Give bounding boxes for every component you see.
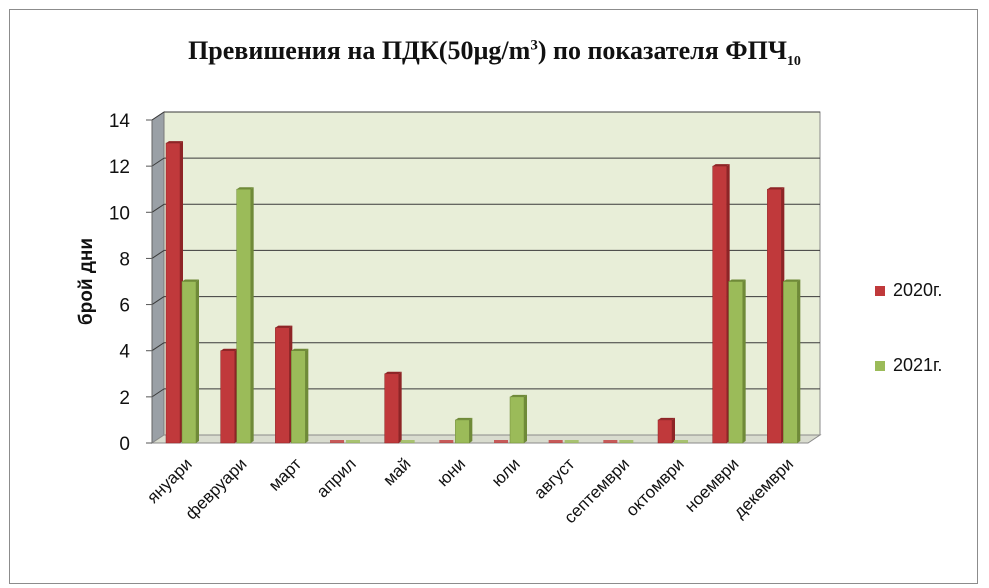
bar-top [510,394,527,397]
bar-2020г.-април [330,440,344,443]
y-tick-label: 10 [109,203,130,224]
bar-2021г.-октомври [674,440,688,443]
bar-top [658,417,675,420]
bar-2020г.-декември [767,188,782,444]
bar-top [166,141,183,144]
y-tick-label: 12 [109,157,130,178]
bar-2021г.-септември [619,440,634,443]
bar-side [524,394,527,443]
bar-side [797,279,801,443]
y-axis-label: брой дни [76,238,97,325]
bar-top [275,325,293,328]
bar-side [305,348,309,443]
y-tick-label: 8 [119,249,130,270]
y-tick-label: 6 [119,296,130,317]
gridline-side [151,111,165,121]
x-tick-label: март [265,454,305,494]
plot-floor [150,434,822,444]
gridline-side [151,203,165,213]
x-tick-label: юли [488,454,524,490]
bar-2021г.-май [400,440,415,443]
legend-swatch-2020 [875,285,885,296]
bar-2020г.-февруари [220,350,235,444]
legend-item-2021: 2021г. [875,355,942,376]
y-tick-label: 2 [119,388,130,409]
bar-top [455,417,473,420]
bar-2021г.-август [564,440,579,443]
x-tick-label: август [530,454,578,502]
gridline-side [151,250,165,259]
bar-top [767,187,785,190]
bar-2020г.-ноември [712,165,727,444]
bar-side [742,279,746,443]
bar-2020г.-март [275,327,290,444]
bar-side [398,371,402,443]
bar-2021г.-февруари [236,188,251,444]
bar-2021г.-март [291,350,306,444]
bar-2021г.-ноември [728,281,743,444]
gridline-side [151,388,165,398]
bar-2020г.-януари [165,142,181,444]
x-tick-label: април [313,454,360,501]
bar-2020г.-октомври [657,419,673,444]
bar-top [236,187,254,190]
bar-2021г.-декември [783,281,798,444]
x-tick-label: декември [730,454,797,521]
bar-2020г.-юли [494,440,508,443]
x-tick-label: октомври [622,454,688,520]
bar-2020г.-август [548,440,563,443]
x-tick-label: януари [143,454,196,507]
bar-2021г.-април [346,440,360,443]
bar-2021г.-юни [455,419,470,444]
legend-swatch-2021 [875,360,885,371]
bar-top [712,164,730,167]
gridline-side [151,296,165,305]
bar-top [291,348,309,351]
y-tick-label: 0 [119,434,130,455]
bar-top [783,279,801,282]
bar-side [196,279,199,443]
bar-side [672,417,675,443]
legend-item-2020: 2020г. [875,280,942,301]
x-tick-label: юни [433,454,469,490]
bar-top [384,371,402,374]
gridline-side [151,342,165,352]
chart-title: Превишения на ПДК(50µg/m3) по показателя… [188,36,801,70]
bar-top [220,348,238,351]
bar-side [469,417,473,443]
legend-label-2020: 2020г. [893,280,943,300]
bar-2021г.-януари [181,281,197,444]
bar-2020г.-юни [439,440,454,443]
y-tick-label: 14 [109,111,131,132]
bar-2020г.-септември [603,440,618,443]
legend-label-2021: 2021г. [893,355,943,375]
y-tick-label: 4 [119,342,130,363]
bar-2021г.-юли [509,396,525,444]
gridline-side [151,157,165,167]
x-tick-label: май [379,454,414,489]
bar-side [250,187,254,443]
bar-top [728,279,746,282]
bar-top [182,279,199,282]
bar-2020г.-май [384,373,399,444]
